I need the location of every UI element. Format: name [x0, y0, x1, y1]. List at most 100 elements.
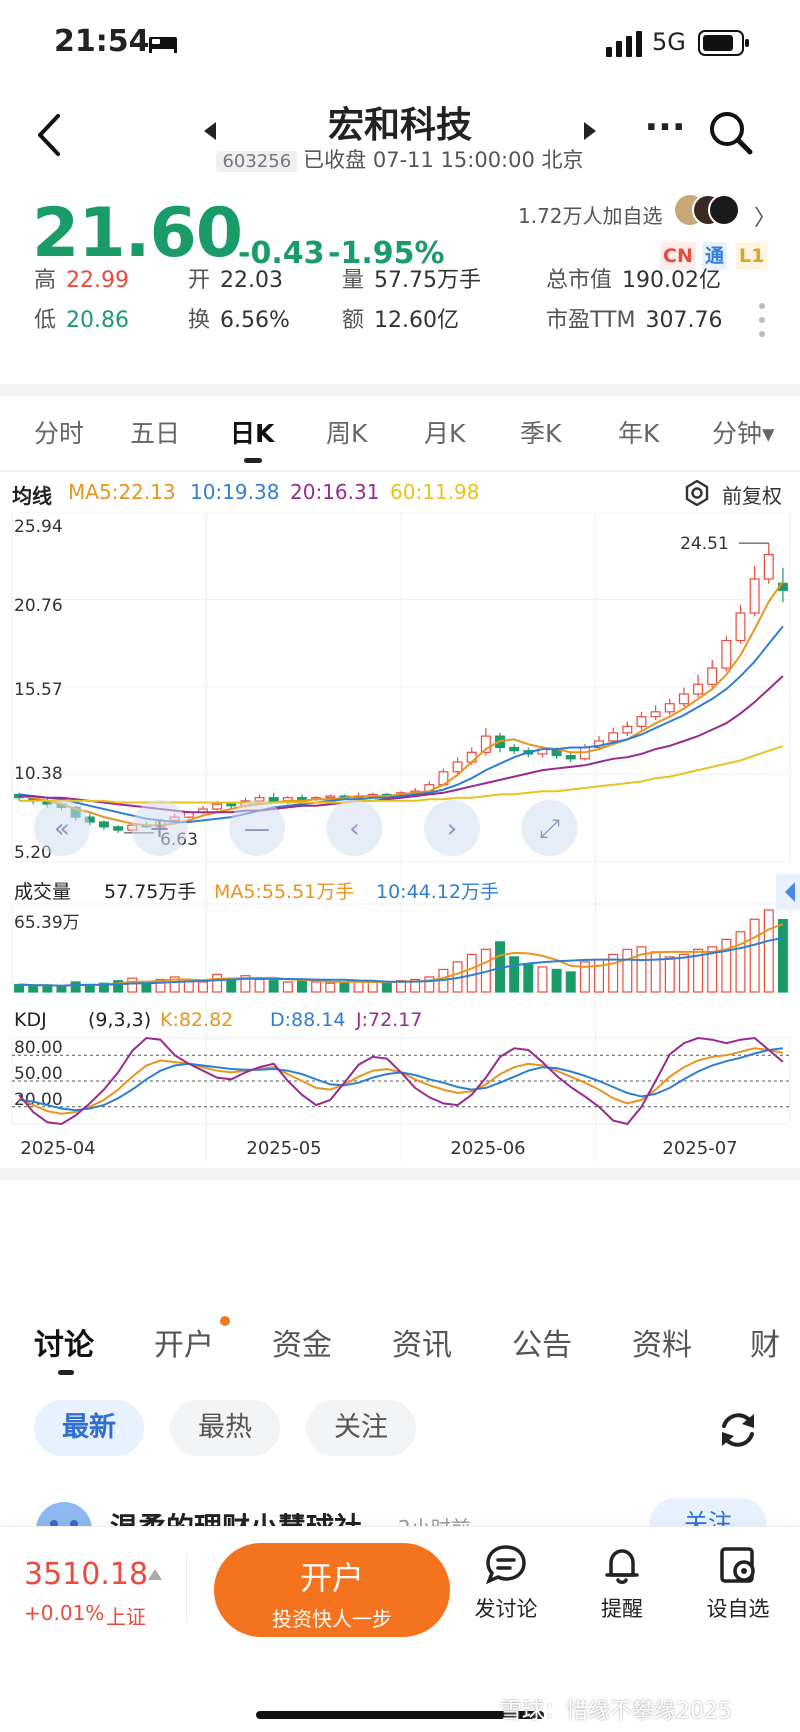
expand-stats-icon[interactable]	[758, 302, 766, 338]
volume-bar	[28, 985, 39, 993]
stat-value: 22.99	[66, 268, 129, 293]
next-stock-arrow[interactable]	[584, 122, 596, 140]
price-axis-label: 25.94	[14, 517, 63, 537]
tab-announcements[interactable]: 公告	[512, 1328, 572, 1363]
minus-icon[interactable]: —	[229, 800, 285, 856]
volume-bar	[113, 980, 124, 993]
post-preview[interactable]: 温柔的理财小慧球社 2小时前 关注	[0, 1488, 800, 1526]
filter-latest[interactable]: 最新	[34, 1400, 144, 1456]
candle-body	[622, 725, 633, 734]
back-arrow-icon[interactable]	[30, 110, 70, 160]
tab-profile[interactable]: 资料	[632, 1328, 692, 1363]
fullscreen-icon[interactable]: ⤢	[521, 800, 578, 856]
zoom-in-icon[interactable]: +	[131, 800, 188, 856]
candle-body	[721, 639, 732, 669]
volume-bar	[155, 978, 166, 993]
date-axis-label: 2025-07	[662, 1138, 737, 1159]
tab-daily-k[interactable]: 日K	[230, 419, 275, 448]
volume-bar	[410, 978, 421, 993]
tab-financials[interactable]: 财	[750, 1328, 780, 1363]
tab-minute[interactable]: 分钟▾	[712, 419, 775, 448]
filter-hot[interactable]: 最热	[170, 1400, 280, 1456]
prev-stock-arrow[interactable]	[204, 122, 216, 140]
index-value[interactable]: 3510.18	[24, 1557, 149, 1592]
tab-monthly-k[interactable]: 月K	[424, 419, 466, 448]
volume-ma-line	[19, 936, 784, 987]
volume-bar	[127, 977, 138, 993]
status-bar: 21:54 5G	[0, 0, 800, 90]
tab-open-account[interactable]: 开户	[154, 1328, 214, 1363]
bell-icon	[605, 1549, 639, 1584]
kdj-axis-label: 80.00	[14, 1038, 63, 1058]
volume-bar	[721, 938, 732, 993]
volume-bar	[268, 980, 279, 993]
search-icon[interactable]	[706, 108, 756, 158]
stat-value: 307.76	[645, 308, 723, 333]
fullscreen-icon-glyph: ⤢	[539, 814, 560, 844]
candle-body	[452, 761, 463, 773]
chevron-left-icon[interactable]: ‹	[326, 800, 383, 856]
badge-tong: 通	[702, 242, 728, 270]
content-tabs: 讨论 开户 资金 资讯 公告 资料 财	[0, 1286, 800, 1376]
watcher-avatars[interactable]	[672, 192, 742, 228]
candle-body	[664, 703, 675, 713]
active-tab-indicator	[58, 1370, 74, 1375]
price-axis-label: 20.76	[14, 596, 63, 616]
stat-label: 低	[34, 308, 57, 333]
filter-following[interactable]: 关注	[306, 1400, 416, 1456]
kdj-j-value: J:72.17	[355, 1009, 422, 1031]
chevron-right-icon[interactable]: ›	[424, 800, 480, 856]
ma-legend: 均线 MA5:22.13 10:19.38 20:16.31 60:11.98 …	[0, 474, 800, 514]
volume-bar	[466, 953, 477, 993]
candle-body	[763, 554, 774, 580]
badge-cn: CN	[660, 242, 696, 270]
volume-current: 57.75万手	[104, 881, 196, 903]
alert-button[interactable]: 提醒	[572, 1543, 672, 1623]
network-label: 5G	[652, 28, 686, 56]
volume-axis-label: 65.39万	[14, 913, 80, 933]
stat-label: 换	[188, 308, 211, 333]
adjust-mode[interactable]: 前复权	[722, 484, 782, 508]
volume-bar	[212, 973, 223, 993]
user-avatar[interactable]	[34, 1500, 94, 1526]
settings-icon[interactable]	[684, 480, 710, 506]
candle-body	[98, 821, 109, 828]
post-discussion-button[interactable]: 发讨论	[456, 1543, 556, 1623]
kdj-k-value: K:82.82	[160, 1009, 233, 1031]
post-author[interactable]: 温柔的理财小慧球社	[110, 1506, 362, 1526]
ma60-value: 60:11.98	[390, 480, 480, 504]
chevron-right-icon[interactable]: 〉	[754, 206, 777, 231]
tab-news[interactable]: 资讯	[392, 1328, 452, 1363]
zoom-out-icon[interactable]: «	[34, 800, 90, 856]
minus-icon-bg	[229, 800, 285, 856]
tab-funds[interactable]: 资金	[272, 1328, 332, 1363]
watchers-count[interactable]: 1.72万人加自选	[518, 204, 663, 228]
volume-bar	[367, 981, 378, 993]
tab-intraday[interactable]: 分时	[34, 419, 85, 448]
stat-high: 高 22.99	[34, 262, 129, 294]
candle-body	[212, 803, 223, 810]
open-account-button[interactable]: 开户 投资快人一步	[214, 1543, 450, 1637]
volume-bar	[650, 951, 661, 993]
ma-label: 均线	[12, 484, 52, 508]
fullscreen-icon-bg	[521, 800, 578, 856]
zoom-out-icon-glyph: «	[54, 814, 70, 844]
tab-discussion[interactable]: 讨论	[34, 1328, 94, 1363]
tab-yearly-k[interactable]: 年K	[618, 419, 660, 448]
add-watchlist-button[interactable]: 设自选	[688, 1543, 788, 1623]
zoom-in-icon-bg	[131, 800, 188, 856]
tab-five-day[interactable]: 五日	[130, 419, 181, 448]
kline-chart[interactable]: 25.9420.7615.5710.385.2024.516.63«+—‹›⤢成…	[0, 512, 800, 1292]
volume-bar	[565, 971, 576, 993]
stat-open: 开 22.03	[188, 262, 283, 294]
more-icon[interactable]: ···	[644, 107, 686, 148]
tab-weekly-k[interactable]: 周K	[326, 419, 368, 448]
price-axis-label: 10.38	[14, 764, 63, 784]
footer-divider	[186, 1553, 187, 1623]
price-change: -0.43	[238, 236, 325, 271]
refresh-icon[interactable]	[716, 1408, 760, 1452]
follow-button[interactable]: 关注	[650, 1498, 766, 1526]
ma5-value: MA5:22.13	[68, 480, 176, 504]
ma-line-ma60	[19, 745, 784, 804]
tab-quarterly-k[interactable]: 季K	[520, 419, 562, 448]
